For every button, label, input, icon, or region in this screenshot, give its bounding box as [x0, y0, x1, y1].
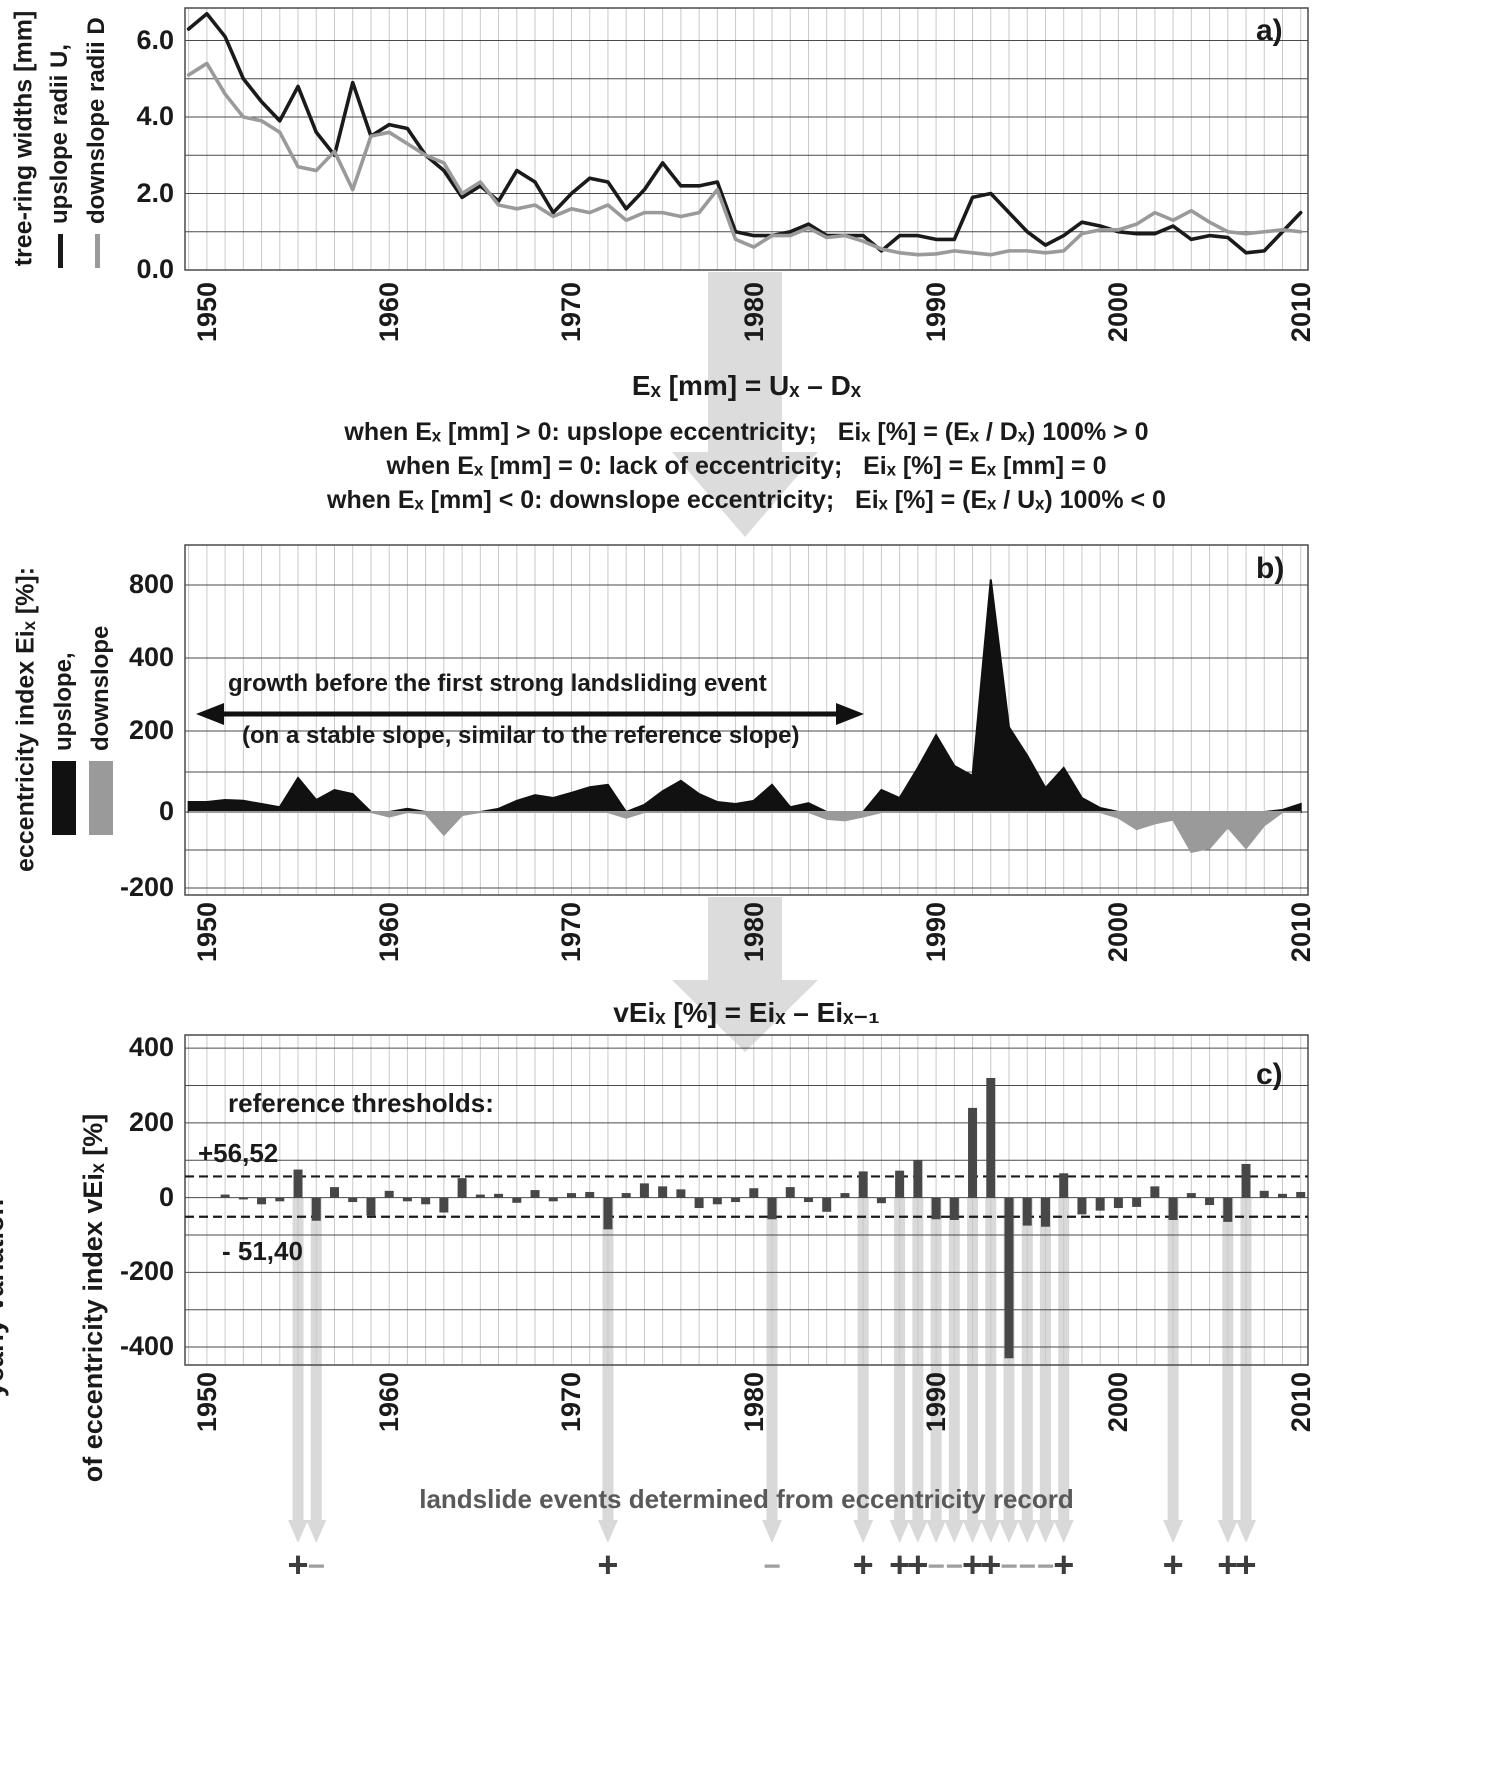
eccentricity-area-upslope	[187, 579, 1302, 814]
flow-arrow-b-to-c-icon	[672, 897, 818, 1052]
panel-b-grid	[184, 544, 1309, 896]
flow-arrow-a-to-b-icon	[672, 272, 818, 537]
downslope-series-line	[186, 61, 1303, 257]
upslope-series-line	[186, 11, 1303, 255]
variation-bars	[220, 1077, 1306, 1359]
growth-annotation-arrow-icon	[196, 703, 864, 725]
panel-a-grid	[184, 7, 1309, 271]
eccentricity-area-downslope	[188, 810, 1301, 854]
